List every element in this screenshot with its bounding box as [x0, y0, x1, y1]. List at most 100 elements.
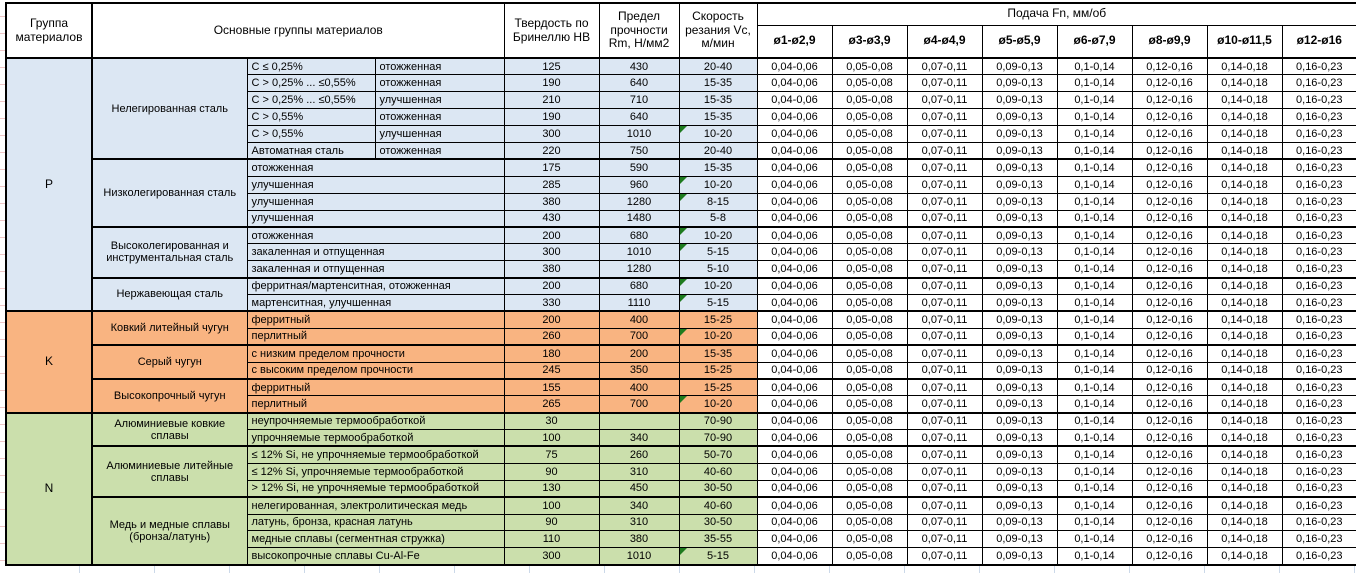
cell-feed[interactable]: 0,07-0,11 [906, 479, 983, 498]
cell-feed[interactable]: 0,16-0,23 [1281, 445, 1356, 464]
cell-feed[interactable]: 0,16-0,23 [1281, 175, 1356, 194]
cell-speed[interactable]: 15-25 [678, 361, 758, 380]
cell-feed[interactable]: 0,12-0,16 [1131, 496, 1208, 515]
cell-speed[interactable]: 5-15 [678, 293, 758, 312]
cell-feed[interactable]: 0,1-0,14 [1056, 91, 1133, 110]
cell-feed[interactable]: 0,1-0,14 [1056, 445, 1133, 464]
cell-feed[interactable]: 0,12-0,16 [1131, 445, 1208, 464]
cell-feed[interactable]: 0,09-0,13 [981, 91, 1058, 110]
cell-feed[interactable]: 0,12-0,16 [1131, 260, 1208, 279]
cell-feed[interactable]: 0,09-0,13 [981, 310, 1058, 329]
cell-feed[interactable]: 0,16-0,23 [1281, 344, 1356, 363]
cell-material-sub[interactable]: ферритная/мартенситная, отожженная [246, 276, 505, 295]
cell-hardness[interactable]: 130 [503, 479, 600, 498]
cell-section-name[interactable]: Алюминиевые литейные сплавы [91, 445, 248, 498]
cell-speed[interactable]: 5-15 [678, 243, 758, 262]
cell-speed[interactable]: 70-90 [678, 429, 758, 447]
cell-feed[interactable]: 0,09-0,13 [981, 445, 1058, 464]
cell-feed[interactable]: 0,05-0,08 [831, 513, 908, 532]
cell-feed[interactable]: 0,07-0,11 [906, 57, 983, 76]
cell-feed[interactable]: 0,09-0,13 [981, 530, 1058, 549]
cell-material-sub[interactable]: улучшенная [246, 209, 505, 228]
cell-feed[interactable]: 0,05-0,08 [831, 209, 908, 228]
cell-feed[interactable]: 0,04-0,06 [756, 547, 833, 566]
cell-feed[interactable]: 0,04-0,06 [756, 175, 833, 194]
cell-feed[interactable]: 0,1-0,14 [1056, 175, 1133, 194]
cell-feed[interactable]: 0,16-0,23 [1281, 57, 1356, 76]
cell-feed[interactable]: 0,09-0,13 [981, 276, 1058, 295]
cell-hardness[interactable]: 260 [503, 327, 600, 346]
header-diam-5[interactable]: ø6-ø7,9 [1056, 24, 1133, 59]
cell-feed[interactable]: 0,07-0,11 [906, 411, 983, 431]
cell-feed[interactable]: 0,1-0,14 [1056, 361, 1133, 380]
cell-feed[interactable]: 0,07-0,11 [906, 496, 983, 515]
cell-feed[interactable]: 0,12-0,16 [1131, 530, 1208, 549]
cell-feed[interactable]: 0,16-0,23 [1281, 429, 1356, 447]
cell-feed[interactable]: 0,12-0,16 [1131, 108, 1208, 127]
cell-material-sub[interactable]: улучшенная [246, 192, 505, 211]
cell-feed[interactable]: 0,07-0,11 [906, 429, 983, 447]
cell-feed[interactable]: 0,09-0,13 [981, 57, 1058, 76]
header-feed-title[interactable]: Подача Fn, мм/об [756, 2, 1356, 26]
cell-strength[interactable]: 590 [598, 158, 680, 177]
cell-feed[interactable]: 0,07-0,11 [906, 141, 983, 160]
cell-feed[interactable]: 0,09-0,13 [981, 377, 1058, 397]
cell-section-name[interactable]: Ковкий литейный чугун [91, 310, 248, 346]
cell-material-sub[interactable]: закаленная и отпущенная [246, 260, 505, 279]
cell-feed[interactable]: 0,09-0,13 [981, 125, 1058, 143]
cell-feed[interactable]: 0,07-0,11 [906, 327, 983, 346]
cell-speed[interactable]: 10-20 [678, 327, 758, 346]
cell-feed[interactable]: 0,12-0,16 [1131, 479, 1208, 498]
cell-feed[interactable]: 0,14-0,18 [1206, 243, 1283, 262]
cell-feed[interactable]: 0,12-0,16 [1131, 344, 1208, 363]
cell-speed[interactable]: 35-55 [678, 530, 758, 549]
cell-feed[interactable]: 0,12-0,16 [1131, 411, 1208, 431]
cell-speed[interactable]: 30-50 [678, 479, 758, 498]
cell-strength[interactable]: 340 [598, 429, 680, 447]
cell-strength[interactable]: 1280 [598, 260, 680, 279]
cell-feed[interactable]: 0,05-0,08 [831, 530, 908, 549]
cell-feed[interactable]: 0,14-0,18 [1206, 327, 1283, 346]
cell-feed[interactable]: 0,04-0,06 [756, 496, 833, 515]
cell-strength[interactable]: 400 [598, 377, 680, 397]
cell-feed[interactable]: 0,14-0,18 [1206, 91, 1283, 110]
cell-material-state[interactable]: улучшенная [374, 125, 505, 143]
cell-material-sub[interactable]: C > 0,25% ... ≤0,55% [246, 74, 376, 93]
cell-strength[interactable]: 430 [598, 57, 680, 76]
cell-material-sub[interactable]: перлитный [246, 395, 505, 414]
cell-feed[interactable]: 0,12-0,16 [1131, 513, 1208, 532]
cell-material-sub[interactable]: нелегированная, электролитическая медь [246, 496, 505, 515]
cell-feed[interactable]: 0,16-0,23 [1281, 395, 1356, 414]
cell-feed[interactable]: 0,04-0,06 [756, 108, 833, 127]
cell-hardness[interactable]: 380 [503, 192, 600, 211]
cell-feed[interactable]: 0,07-0,11 [906, 108, 983, 127]
cell-feed[interactable]: 0,16-0,23 [1281, 462, 1356, 481]
cell-feed[interactable]: 0,14-0,18 [1206, 310, 1283, 329]
cell-feed[interactable]: 0,09-0,13 [981, 361, 1058, 380]
cell-feed[interactable]: 0,14-0,18 [1206, 225, 1283, 245]
cell-feed[interactable]: 0,05-0,08 [831, 361, 908, 380]
cell-feed[interactable]: 0,1-0,14 [1056, 108, 1133, 127]
cell-feed[interactable]: 0,05-0,08 [831, 91, 908, 110]
cell-feed[interactable]: 0,12-0,16 [1131, 276, 1208, 295]
cell-feed[interactable]: 0,09-0,13 [981, 293, 1058, 312]
cell-feed[interactable]: 0,05-0,08 [831, 225, 908, 245]
cell-hardness[interactable]: 210 [503, 91, 600, 110]
cell-strength[interactable]: 700 [598, 327, 680, 346]
cell-feed[interactable]: 0,07-0,11 [906, 547, 983, 566]
cell-speed[interactable]: 5-8 [678, 209, 758, 228]
cell-feed[interactable]: 0,1-0,14 [1056, 327, 1133, 346]
cell-feed[interactable]: 0,05-0,08 [831, 141, 908, 160]
cell-feed[interactable]: 0,14-0,18 [1206, 175, 1283, 194]
cell-speed[interactable]: 15-35 [678, 91, 758, 110]
cell-strength[interactable]: 310 [598, 513, 680, 532]
cell-feed[interactable]: 0,07-0,11 [906, 74, 983, 93]
cell-hardness[interactable]: 200 [503, 310, 600, 329]
cell-feed[interactable]: 0,1-0,14 [1056, 310, 1133, 329]
cell-feed[interactable]: 0,07-0,11 [906, 225, 983, 245]
cell-material-sub[interactable]: мартенситная, улучшенная [246, 293, 505, 312]
cell-feed[interactable]: 0,09-0,13 [981, 158, 1058, 177]
cell-hardness[interactable]: 100 [503, 429, 600, 447]
cell-feed[interactable]: 0,14-0,18 [1206, 395, 1283, 414]
cell-speed[interactable]: 5-15 [678, 547, 758, 566]
